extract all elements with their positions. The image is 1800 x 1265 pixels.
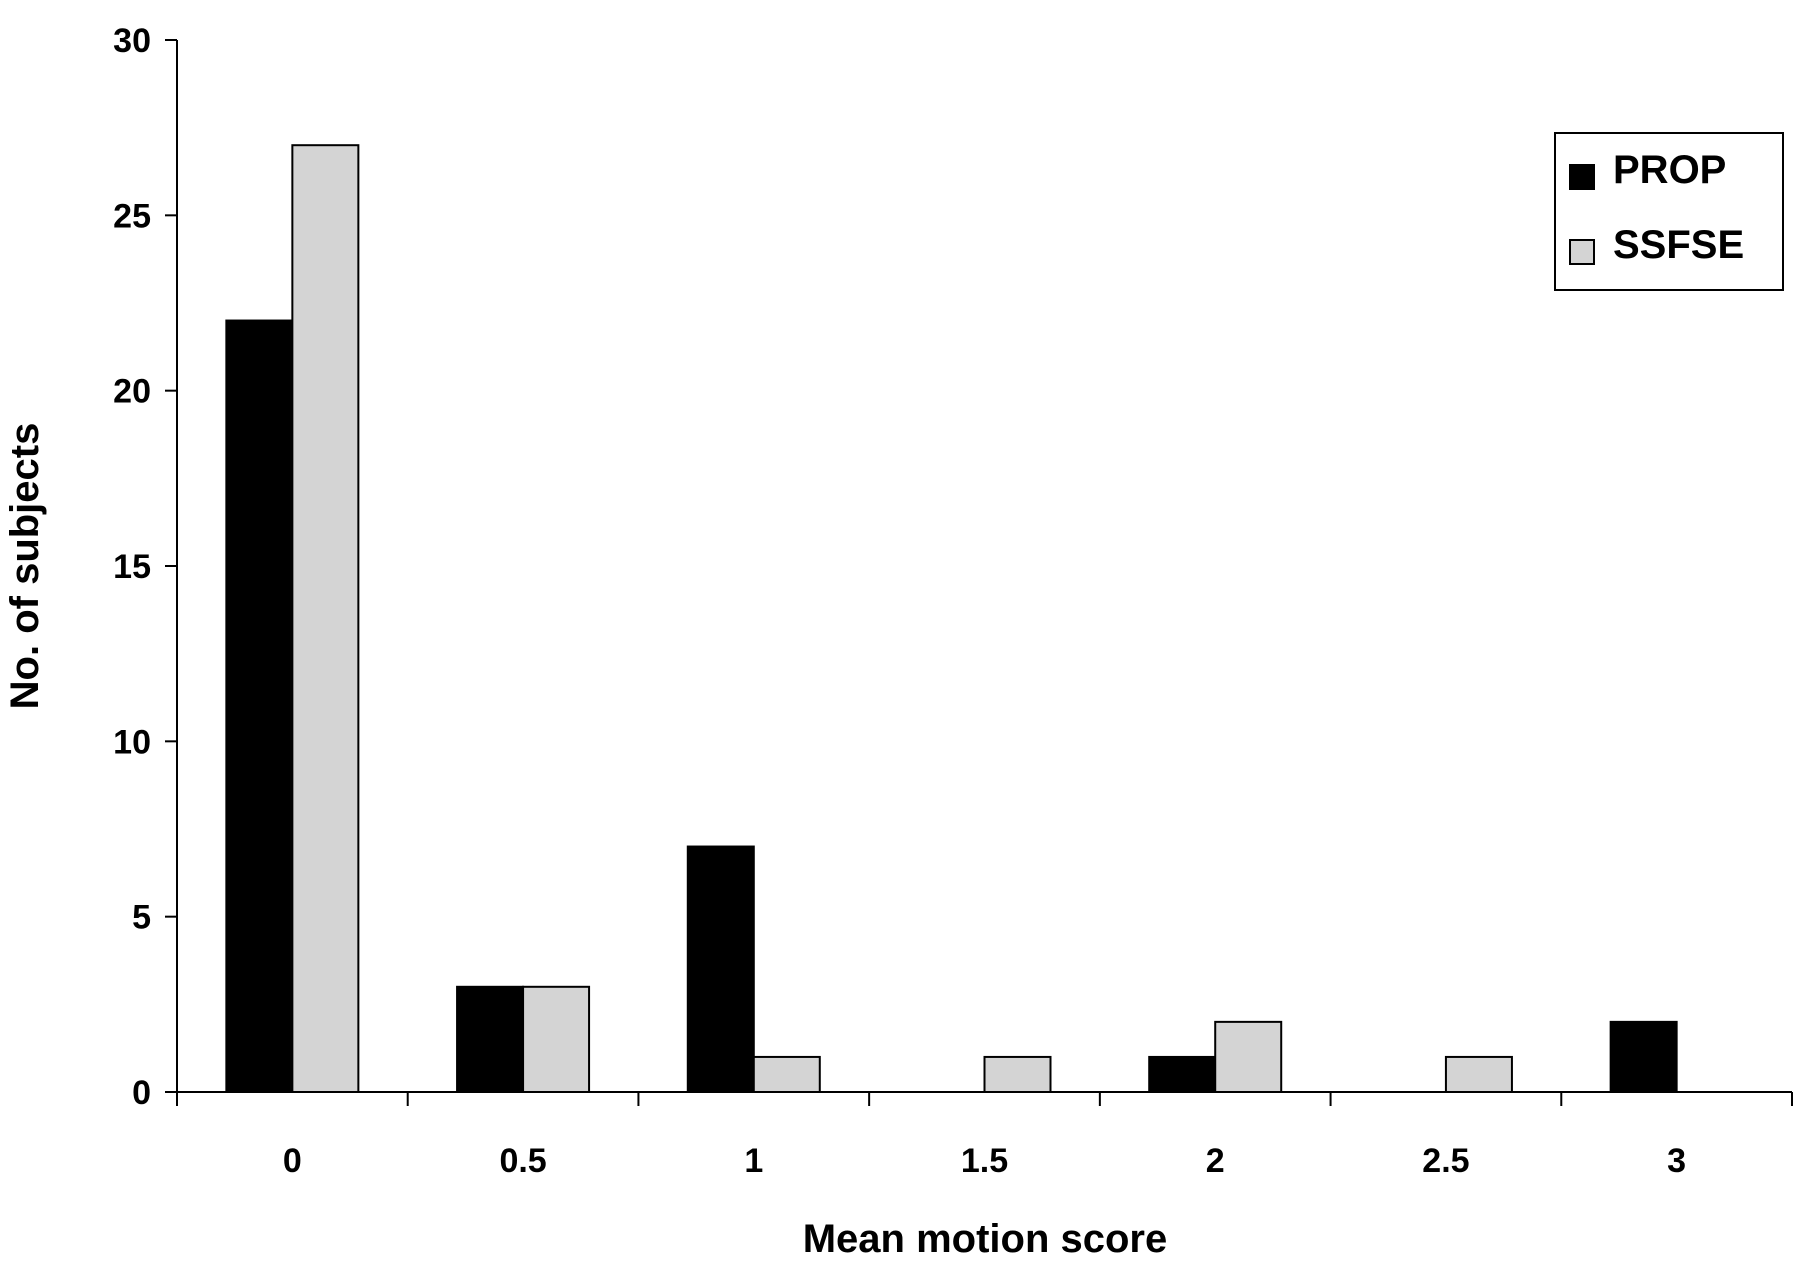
y-axis-title: No. of subjects [3,423,47,710]
legend-swatch-prop [1569,164,1595,190]
x-tick-label: 0.5 [499,1142,546,1180]
y-tick-label: 30 [113,22,151,60]
bar-ssfse-2-5 [1444,1055,1513,1094]
bar-ssfse-2 [1214,1020,1283,1093]
legend-swatch-ssfse [1569,239,1595,265]
y-tick-label: 25 [113,197,151,235]
x-tick-label: 2 [1206,1142,1225,1180]
x-tick-label: 1 [744,1142,763,1180]
y-tick-label: 20 [113,373,151,411]
bars [225,144,1678,1094]
y-tick-label: 5 [132,899,151,937]
x-axis [176,1091,1793,1106]
bar-ssfse-0 [291,144,360,1093]
x-tick-label: 2.5 [1422,1142,1469,1180]
bar-ssfse-1 [752,1055,821,1094]
y-tick-label: 10 [113,723,151,761]
bar-prop-3 [1609,1020,1678,1093]
legend-label-prop: PROP [1613,148,1726,192]
y-tick-label: 0 [132,1074,151,1112]
bar-ssfse-1-5 [983,1055,1052,1094]
y-tick-label: 15 [113,548,151,586]
x-tick-labels: 0 0.5 1 1.5 2 2.5 3 [283,1142,1686,1180]
x-axis-title: Mean motion score [803,1217,1168,1261]
x-tick-label: 3 [1667,1142,1686,1180]
y-axis [165,39,178,1093]
bar-prop-1 [686,845,755,1093]
x-tick-label: 1.5 [961,1142,1008,1180]
bar-ssfse-0-5 [522,985,591,1093]
x-tick-label: 0 [283,1142,302,1180]
bar-prop-0-5 [456,985,525,1093]
legend-label-ssfse: SSFSE [1613,223,1744,267]
bar-prop-0 [225,319,294,1093]
bar-prop-2 [1148,1055,1217,1094]
y-tick-labels: 0 5 10 15 20 25 30 [113,22,151,1112]
legend: PROP SSFSE [1554,132,1784,291]
